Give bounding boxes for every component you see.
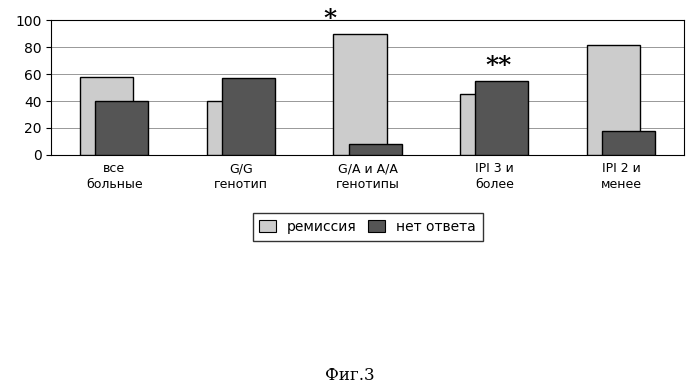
Text: **: ** bbox=[485, 54, 511, 78]
Bar bbox=[80, 77, 133, 155]
Bar bbox=[349, 144, 402, 155]
Bar bbox=[602, 131, 655, 155]
Bar bbox=[207, 101, 260, 155]
Bar bbox=[475, 81, 528, 155]
Text: Фиг.3: Фиг.3 bbox=[325, 367, 374, 384]
Text: *: * bbox=[323, 7, 336, 31]
Legend: ремиссия, нет ответа: ремиссия, нет ответа bbox=[252, 213, 482, 241]
Bar bbox=[333, 34, 387, 155]
Bar bbox=[460, 94, 513, 155]
Bar bbox=[95, 101, 148, 155]
Bar bbox=[586, 45, 640, 155]
Bar bbox=[222, 78, 275, 155]
